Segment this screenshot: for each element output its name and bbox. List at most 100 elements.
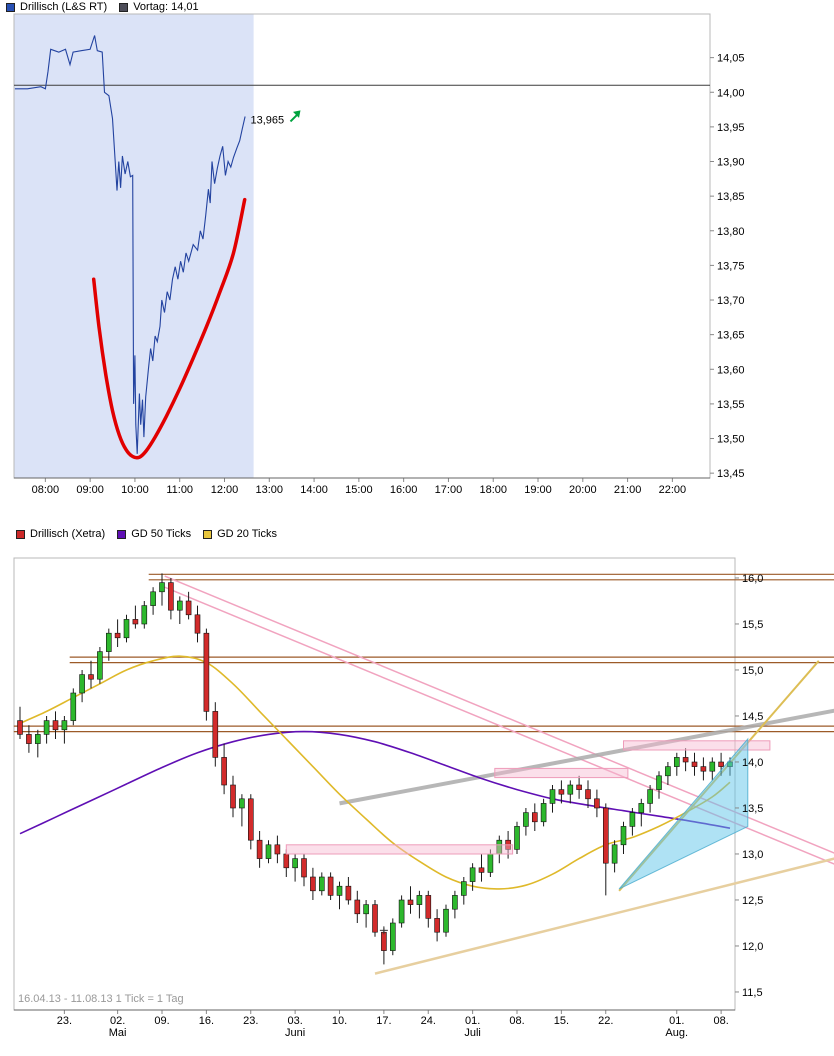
x-axis-label: 01.: [669, 1015, 684, 1027]
candle: [106, 632, 112, 652]
legend-label: Drillisch (Xetra): [30, 528, 106, 540]
candle: [443, 908, 449, 933]
y-axis-label: 13,75: [717, 260, 745, 272]
x-axis-label: 19:00: [524, 484, 552, 496]
series-swatch-icon: [6, 2, 15, 12]
y-axis-label: 12,5: [742, 895, 763, 907]
candle: [372, 904, 378, 933]
candle: [114, 632, 121, 639]
candle: [594, 798, 600, 809]
candle: [230, 784, 236, 809]
candle: [656, 775, 662, 790]
x-axis-label: 18:00: [479, 484, 507, 496]
x-axis-month-label: Juni: [285, 1027, 305, 1039]
candle: [665, 766, 671, 777]
candle: [452, 895, 458, 910]
x-axis-label: 16.: [199, 1015, 214, 1027]
candle: [345, 885, 352, 901]
y-axis-label: 13,90: [717, 157, 745, 169]
candle: [585, 789, 591, 800]
gd20-swatch-icon: [203, 529, 213, 539]
x-axis-label: 11:00: [166, 484, 193, 496]
candle: [647, 789, 653, 804]
candle: [381, 931, 387, 951]
candle: [354, 899, 361, 915]
y-axis-label: 15,5: [742, 619, 763, 631]
candle: [150, 591, 156, 606]
legend-item-drillisch-lsrt: Drillisch (L&S RT): [6, 1, 107, 13]
red-trend-curve: [91, 197, 247, 460]
x-axis-month-label: Mai: [109, 1027, 127, 1039]
x-axis-label: 14:00: [300, 484, 328, 496]
candle: [203, 632, 210, 712]
candle: [425, 895, 432, 919]
annotations-front: [285, 737, 771, 935]
last-price-label: 13,965: [250, 114, 284, 126]
candle: [310, 876, 316, 892]
price-line: [14, 35, 246, 454]
candle: [301, 858, 307, 878]
x-axis-month-label: Aug.: [665, 1027, 688, 1039]
y-axis-label: 13,0: [742, 849, 763, 861]
x-axis-label: 01.: [465, 1015, 480, 1027]
candle: [256, 839, 263, 859]
legend-item-gd50: GD 50 Ticks: [117, 528, 191, 540]
y-axis-label: 12,0: [742, 941, 763, 953]
uptrend-line-gray: [339, 708, 834, 806]
x-axis-label: 23.: [243, 1015, 258, 1027]
y-axis-label: 14,00: [717, 87, 745, 99]
candle: [363, 904, 369, 915]
y-axis-label: 13,65: [717, 330, 745, 342]
candle: [274, 844, 281, 855]
candle: [70, 692, 77, 721]
candle: [558, 789, 565, 795]
support-zone-130: [285, 844, 514, 855]
candle: [248, 798, 254, 841]
gd-20-ticks-line: [19, 655, 731, 890]
candle: [682, 757, 689, 763]
y-axis-label: 13,55: [717, 399, 745, 411]
candle: [478, 867, 485, 873]
candle: [88, 674, 94, 680]
candle: [212, 711, 219, 758]
candle: [389, 922, 396, 951]
candle: [283, 853, 290, 869]
moving-averages: [19, 655, 731, 890]
legend-label: GD 20 Ticks: [217, 528, 277, 540]
candle: [638, 803, 645, 813]
x-axis-label: 23.: [57, 1015, 72, 1027]
uptrend-line-tan: [374, 857, 834, 975]
y-axis-label: 13,70: [717, 295, 745, 307]
y-axis-label: 13,80: [717, 226, 745, 238]
y-axis-label: 13,95: [717, 122, 745, 134]
candle: [292, 858, 298, 869]
candle: [61, 720, 68, 731]
candle: [487, 853, 494, 873]
gd-50-ticks-line: [19, 730, 731, 835]
series-swatch-icon: [16, 529, 25, 539]
legend-label: GD 50 Ticks: [131, 528, 192, 540]
candle: [602, 807, 609, 864]
x-axis-label: 10.: [332, 1015, 347, 1027]
y-axis-label: 13,60: [717, 364, 745, 376]
candle: [700, 766, 707, 772]
daily-legend: Drillisch (Xetra) GD 50 Ticks GD 20 Tick…: [16, 528, 277, 540]
candle: [336, 885, 343, 896]
session-shading: [14, 14, 254, 478]
candle: [523, 812, 529, 827]
candle: [434, 918, 440, 933]
candle: [239, 798, 245, 809]
candle: [460, 881, 467, 896]
candle: [514, 826, 520, 850]
prev-close-swatch-icon: [119, 2, 129, 12]
x-axis-label: 16:00: [390, 484, 418, 496]
x-axis-label: 17:00: [435, 484, 463, 496]
y-axis-label: 14,05: [717, 53, 745, 65]
gd50-swatch-icon: [117, 529, 127, 539]
wedge-highlight: [618, 737, 749, 890]
legend-item-gd20: GD 20 Ticks: [203, 528, 277, 540]
x-axis-label: 09:00: [76, 484, 104, 496]
x-axis-label: 15.: [554, 1015, 569, 1027]
date-range-caption: 16.04.13 - 11.08.13 1 Tick = 1 Tag: [18, 993, 184, 1005]
resistance-zone-139: [494, 767, 629, 779]
